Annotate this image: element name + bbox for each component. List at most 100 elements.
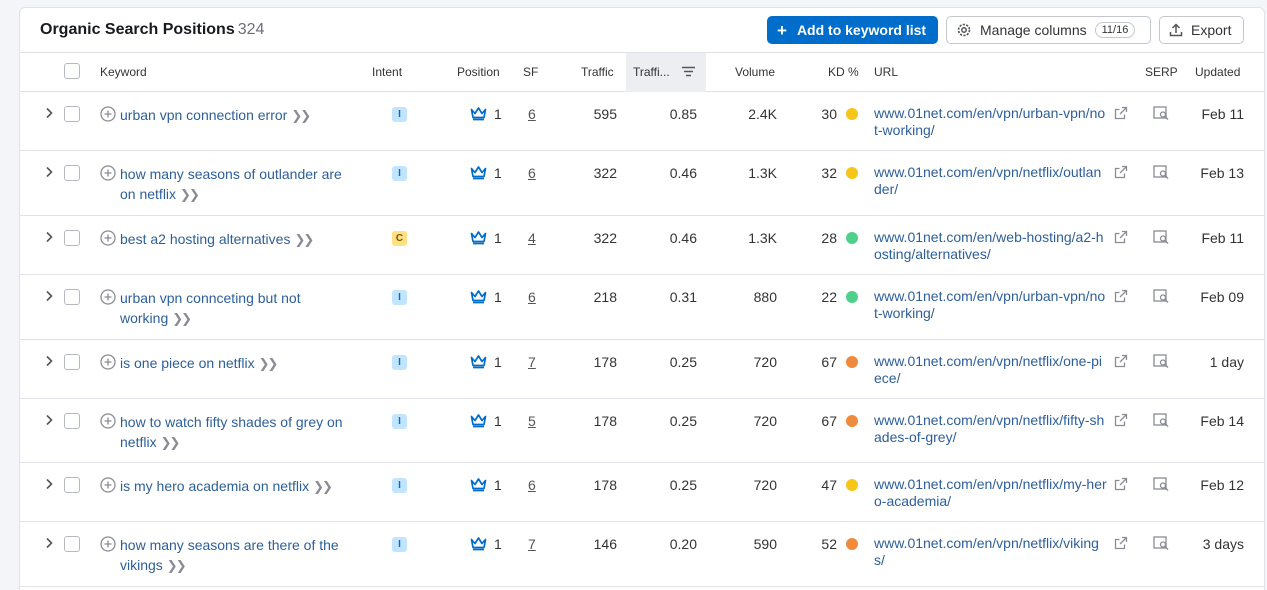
double-chevron-icon[interactable]: ❯❯	[291, 108, 311, 123]
serp-snapshot-icon[interactable]	[1153, 354, 1169, 368]
col-keyword[interactable]: Keyword	[100, 65, 147, 79]
col-traffic-pct[interactable]: Traffi...	[626, 53, 706, 92]
add-circle-icon[interactable]	[100, 230, 116, 246]
kd-indicator-dot	[846, 479, 858, 491]
external-link-icon[interactable]	[1114, 413, 1128, 427]
serp-features-link[interactable]: 6	[528, 289, 536, 305]
row-checkbox[interactable]	[64, 477, 80, 493]
col-volume[interactable]: Volume	[735, 65, 776, 79]
row-checkbox[interactable]	[64, 536, 80, 552]
serp-features-link[interactable]: 6	[528, 106, 536, 122]
add-to-keyword-list-button[interactable]: + Add to keyword list	[767, 16, 938, 44]
url-link[interactable]: www.01net.com/en/vpn/netflix/one-piece/	[874, 353, 1103, 386]
expand-chevron-icon[interactable]	[44, 478, 54, 490]
double-chevron-icon[interactable]: ❯❯	[172, 311, 192, 326]
serp-features-link[interactable]: 7	[528, 536, 536, 552]
double-chevron-icon[interactable]: ❯❯	[166, 558, 187, 573]
col-sf[interactable]: SF	[523, 65, 539, 79]
url-link[interactable]: www.01net.com/en/vpn/urban-vpn/not-worki…	[874, 105, 1106, 138]
keyword-link[interactable]: is my hero academia on netflix ❯❯	[120, 476, 360, 497]
row-checkbox[interactable]	[64, 165, 80, 181]
double-chevron-icon[interactable]: ❯❯	[294, 232, 314, 247]
double-chevron-icon[interactable]: ❯❯	[258, 356, 279, 371]
row-checkbox[interactable]	[64, 106, 80, 122]
serp-features-link[interactable]: 6	[528, 477, 536, 493]
col-position[interactable]: Position	[457, 65, 500, 79]
expand-chevron-icon[interactable]	[44, 537, 54, 549]
serp-features-link[interactable]: 4	[528, 230, 536, 246]
add-circle-icon[interactable]	[100, 354, 116, 370]
kd-indicator-dot	[846, 538, 858, 550]
expand-chevron-icon[interactable]	[44, 231, 54, 243]
external-link-icon[interactable]	[1114, 230, 1128, 244]
add-circle-icon[interactable]	[100, 106, 116, 122]
external-link-icon[interactable]	[1114, 477, 1128, 491]
serp-snapshot-icon[interactable]	[1153, 413, 1169, 427]
col-intent[interactable]: Intent	[372, 65, 403, 79]
position-value: 1	[494, 413, 502, 429]
position-value: 1	[494, 354, 502, 370]
external-link-icon[interactable]	[1114, 106, 1128, 120]
add-circle-icon[interactable]	[100, 413, 116, 429]
expand-chevron-icon[interactable]	[44, 414, 54, 426]
expand-chevron-icon[interactable]	[44, 355, 54, 367]
url-link[interactable]: www.01net.com/en/vpn/netflix/fifty-shade…	[874, 412, 1105, 445]
kd-indicator-dot	[846, 167, 858, 179]
title-text: Organic Search Positions	[40, 21, 235, 38]
keyword-link[interactable]: how many seasons are there of the viking…	[120, 535, 360, 576]
keyword-link[interactable]: is one piece on netflix ❯❯	[120, 353, 360, 374]
col-updated[interactable]: Updated	[1195, 65, 1241, 79]
url-link[interactable]: www.01net.com/en/vpn/netflix/my-hero-aca…	[874, 476, 1107, 509]
url-link[interactable]: www.01net.com/en/vpn/urban-vpn/not-worki…	[874, 288, 1106, 321]
serp-snapshot-icon[interactable]	[1153, 106, 1169, 120]
select-all-checkbox[interactable]	[64, 63, 80, 79]
col-traffic[interactable]: Traffic	[581, 65, 614, 79]
intent-badge: I	[392, 414, 407, 429]
url-link[interactable]: www.01net.com/en/vpn/netflix/vikings/	[874, 535, 1099, 568]
double-chevron-icon[interactable]: ❯❯	[180, 187, 200, 202]
position-value: 1	[494, 165, 502, 181]
double-chevron-icon[interactable]: ❯❯	[160, 435, 181, 450]
add-circle-icon[interactable]	[100, 165, 116, 181]
add-circle-icon[interactable]	[100, 477, 116, 493]
external-link-icon[interactable]	[1114, 354, 1128, 368]
serp-features-link[interactable]: 5	[528, 413, 536, 429]
expand-chevron-icon[interactable]	[44, 290, 54, 302]
expand-chevron-icon[interactable]	[44, 107, 54, 119]
position-value: 1	[494, 536, 502, 552]
traffic-value: 178	[593, 354, 617, 370]
keyword-link[interactable]: how to watch fifty shades of grey on net…	[120, 412, 360, 453]
intent-badge: I	[392, 107, 407, 122]
add-circle-icon[interactable]	[100, 289, 116, 305]
row-checkbox[interactable]	[64, 413, 80, 429]
external-link-icon[interactable]	[1114, 536, 1128, 550]
crown-icon	[470, 107, 487, 121]
external-link-icon[interactable]	[1114, 165, 1128, 179]
serp-snapshot-icon[interactable]	[1153, 477, 1169, 491]
keyword-link[interactable]: urban vpn connceting but not working ❯❯	[120, 288, 360, 329]
external-link-icon[interactable]	[1114, 289, 1128, 303]
expand-chevron-icon[interactable]	[44, 166, 54, 178]
url-link[interactable]: www.01net.com/en/web-hosting/a2-hosting/…	[874, 229, 1104, 262]
row-checkbox[interactable]	[64, 230, 80, 246]
add-circle-icon[interactable]	[100, 536, 116, 552]
keyword-link[interactable]: best a2 hosting alternatives ❯❯	[120, 229, 360, 250]
double-chevron-icon[interactable]: ❯❯	[313, 479, 333, 494]
keyword-link[interactable]: urban vpn connection error ❯❯	[120, 105, 360, 126]
serp-snapshot-icon[interactable]	[1153, 230, 1169, 244]
serp-snapshot-icon[interactable]	[1153, 165, 1169, 179]
keyword-link[interactable]: how many seasons of outlander are on net…	[120, 164, 360, 205]
serp-snapshot-icon[interactable]	[1153, 289, 1169, 303]
row-checkbox[interactable]	[64, 289, 80, 305]
serp-features-link[interactable]: 6	[528, 165, 536, 181]
serp-features-link[interactable]: 7	[528, 354, 536, 370]
export-button[interactable]: Export	[1159, 16, 1244, 44]
position-value: 1	[494, 106, 502, 122]
serp-snapshot-icon[interactable]	[1153, 536, 1169, 550]
col-serp[interactable]: SERP	[1145, 65, 1178, 79]
manage-columns-button[interactable]: Manage columns 11/16	[946, 16, 1151, 44]
col-url[interactable]: URL	[874, 65, 899, 79]
url-link[interactable]: www.01net.com/en/vpn/netflix/outlander/	[874, 164, 1102, 197]
col-kd[interactable]: KD %	[828, 65, 859, 79]
row-checkbox[interactable]	[64, 354, 80, 370]
